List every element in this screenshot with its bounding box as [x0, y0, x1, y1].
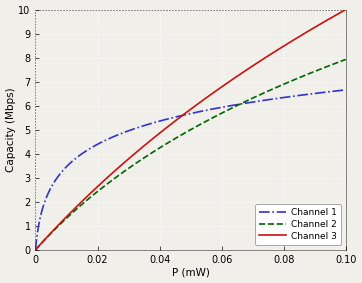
Channel 1	[33, 248, 38, 252]
Channel 1	[344, 88, 348, 91]
Channel 2	[87, 196, 92, 200]
Channel 3	[344, 8, 348, 11]
Channel 3	[69, 211, 73, 214]
Channel 1	[87, 147, 92, 151]
X-axis label: P (mW): P (mW)	[172, 267, 210, 277]
Channel 3	[152, 136, 157, 139]
Channel 3	[337, 11, 342, 15]
Channel 1	[304, 93, 308, 96]
Line: Channel 3: Channel 3	[35, 10, 346, 250]
Channel 3	[87, 193, 92, 196]
Line: Channel 2: Channel 2	[35, 59, 346, 250]
Channel 1	[166, 117, 170, 121]
Channel 3	[33, 248, 38, 252]
Channel 2	[33, 248, 38, 252]
Channel 1	[69, 161, 73, 164]
Channel 1	[152, 121, 157, 124]
Channel 3	[304, 31, 308, 34]
Channel 2	[152, 149, 157, 153]
Y-axis label: Capacity (Mbps): Capacity (Mbps)	[5, 87, 16, 172]
Line: Channel 1: Channel 1	[35, 90, 346, 250]
Channel 2	[304, 73, 308, 76]
Channel 2	[166, 141, 170, 145]
Channel 2	[337, 60, 342, 63]
Legend: Channel 1, Channel 2, Channel 3: Channel 1, Channel 2, Channel 3	[255, 204, 341, 245]
Channel 1	[337, 89, 342, 92]
Channel 3	[166, 125, 170, 128]
Channel 2	[344, 58, 348, 61]
Channel 2	[69, 213, 73, 216]
